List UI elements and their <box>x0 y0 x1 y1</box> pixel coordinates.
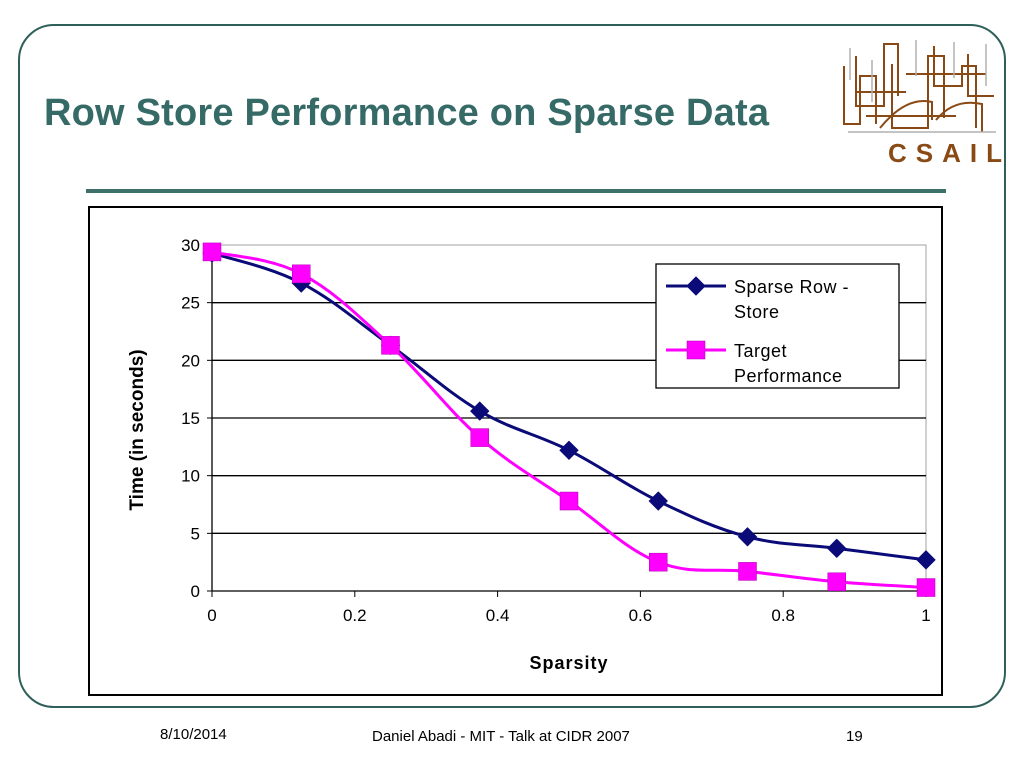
csail-logo <box>843 40 996 133</box>
legend-label: Sparse Row - <box>734 277 849 297</box>
series-1-point <box>827 538 847 559</box>
footer-presenter: Daniel Abadi - MIT - Talk at CIDR 2007 <box>372 728 630 745</box>
title-divider <box>86 189 946 193</box>
x-tick-label: 0 <box>207 606 216 625</box>
slide-frame <box>18 24 1006 708</box>
y-tick-label: 5 <box>191 524 200 543</box>
series-2-point <box>470 428 489 447</box>
series-1-point <box>559 440 579 461</box>
legend-label: Target <box>734 341 787 361</box>
series-2-point <box>202 242 222 262</box>
series-1-point <box>737 527 758 547</box>
slide-title: Row Store Performance on Sparse Data <box>44 92 770 134</box>
page-number: 19 <box>846 728 863 745</box>
x-tick-label: 0.2 <box>343 606 367 625</box>
series-2-point <box>292 264 311 284</box>
series-1-point <box>648 491 668 511</box>
x-tick-label: 0.6 <box>629 606 653 625</box>
y-tick-label: 0 <box>191 582 200 601</box>
series-1-point <box>916 550 936 570</box>
x-axis-label: Sparsity <box>529 653 608 673</box>
series-2-point <box>649 552 668 572</box>
csail-building-icon <box>843 43 994 132</box>
y-axis-label: Time (in seconds) <box>127 349 148 510</box>
y-tick-label: 30 <box>181 236 200 255</box>
legend-label: Store <box>734 302 780 322</box>
y-tick-label: 20 <box>181 351 200 370</box>
legend-swatch-marker <box>686 340 706 360</box>
series-2-point <box>381 336 400 355</box>
x-tick-label: 0.4 <box>486 606 510 625</box>
y-tick-label: 25 <box>181 294 200 313</box>
series-2-point <box>738 562 757 581</box>
series-2-point <box>559 491 579 511</box>
legend-label: Performance <box>734 366 843 386</box>
x-tick-label: 1 <box>921 606 930 625</box>
line-chart: 0 5 10 15 20 25 30 0 0.2 0.4 0.6 0.8 1 Sparsity Time (… <box>127 236 936 673</box>
series-2-point <box>916 578 936 597</box>
y-tick-label: 15 <box>181 409 200 428</box>
legend-swatch-marker <box>686 276 706 296</box>
csail-logo-text: CSAIL <box>888 138 1011 168</box>
x-tick-label: 0.8 <box>771 606 795 625</box>
series-1-point <box>470 401 490 421</box>
y-tick-label: 10 <box>181 467 200 486</box>
chart-container: 0 5 10 15 20 25 30 0 0.2 0.4 0.6 0.8 1 Sparsity Time (… <box>88 206 943 696</box>
footer-date: 8/10/2014 <box>160 726 227 743</box>
series-2-point <box>827 572 846 592</box>
